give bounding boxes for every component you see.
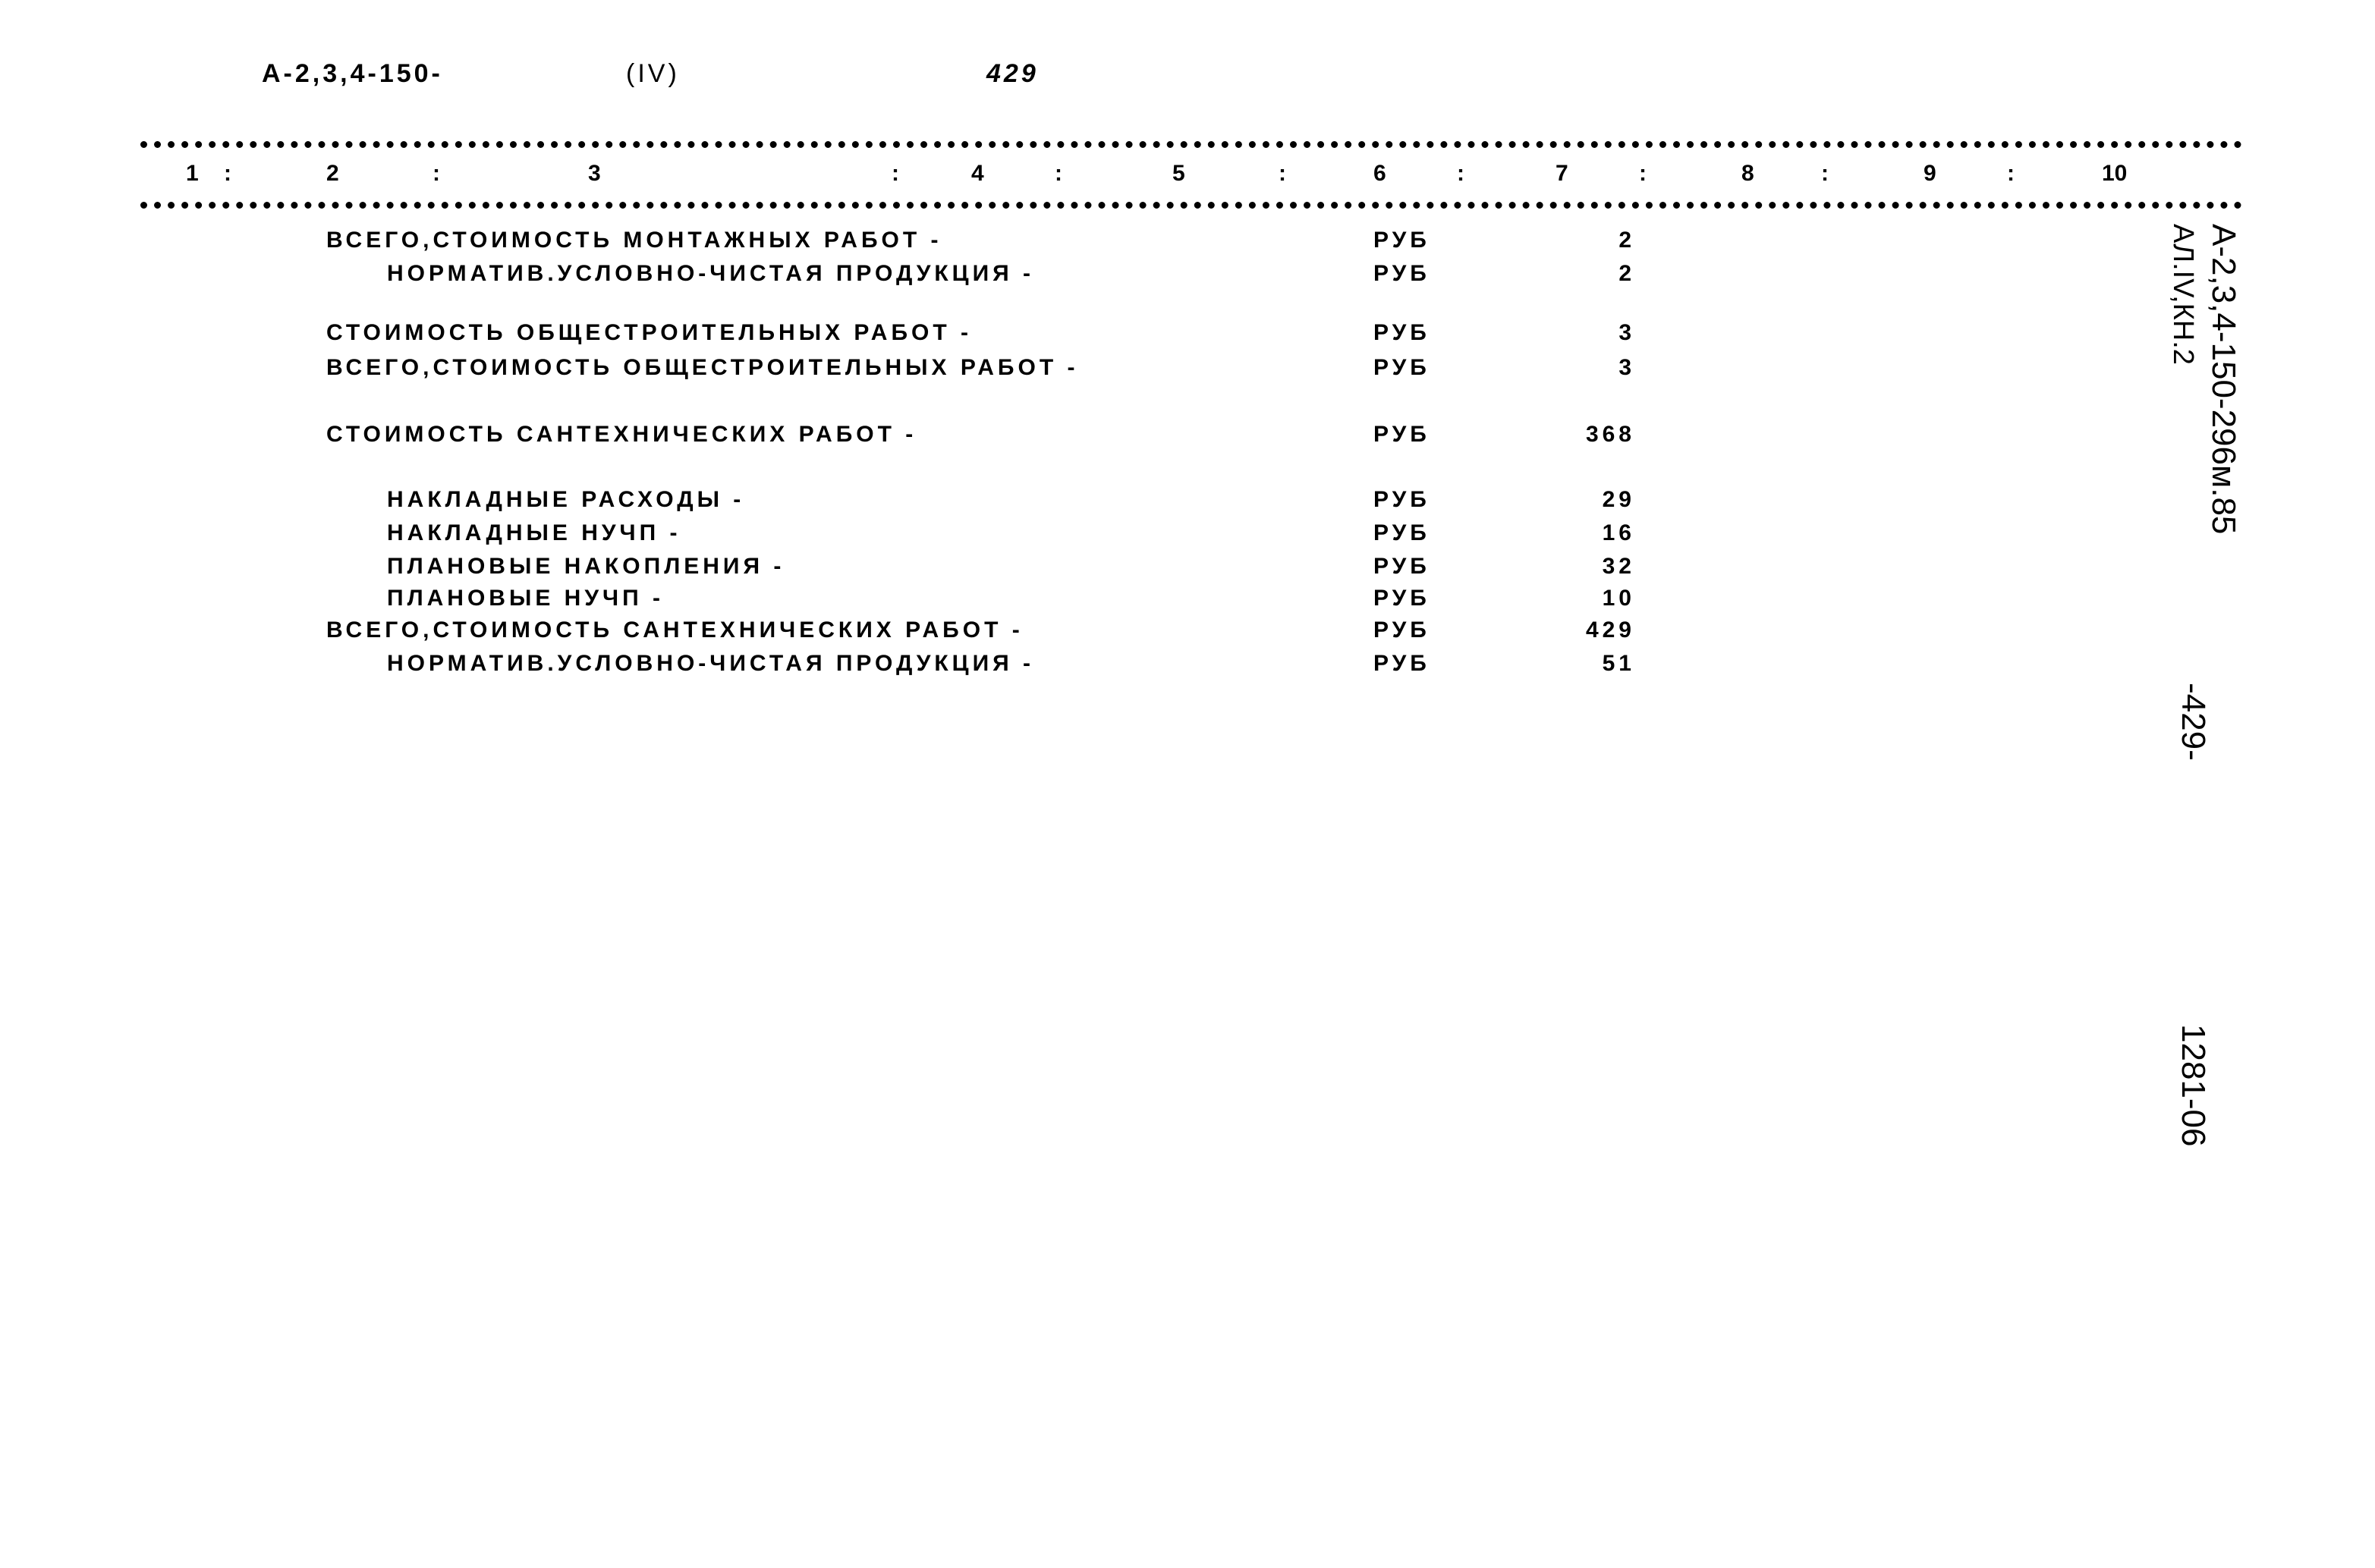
row-value: 2 <box>1618 228 1635 253</box>
column-number: 8 <box>1741 161 1754 186</box>
row-unit: РУБ <box>1373 520 1430 545</box>
row-unit: РУБ <box>1373 651 1430 676</box>
column-number: 1 <box>186 161 199 186</box>
row-value: 429 <box>1585 617 1635 643</box>
header-rule <box>140 202 2242 209</box>
row-value: 3 <box>1618 355 1635 380</box>
column-number: 3 <box>588 161 601 186</box>
row-label: СТОИМОСТЬ САНТЕХНИЧЕСКИХ РАБОТ - <box>326 422 917 447</box>
row-unit: РУБ <box>1373 586 1430 611</box>
row-label: ВСЕГО,СТОИМОСТЬ МОНТАЖНЫХ РАБОТ - <box>326 228 942 253</box>
document-code: А-2,3,4-150- <box>262 59 443 88</box>
margin-sheet: 1281-06 <box>2175 1024 2212 1147</box>
margin-page: -429- <box>2175 683 2212 761</box>
row-value: 51 <box>1602 651 1635 676</box>
top-rule <box>140 141 2242 148</box>
row-unit: РУБ <box>1373 554 1430 579</box>
row-label: ПЛАНОВЫЕ НУЧП - <box>387 586 664 611</box>
row-value: 16 <box>1602 520 1635 545</box>
margin-album: АЛ.IV,КН.2 <box>2167 224 2199 365</box>
column-number: 7 <box>1556 161 1568 186</box>
row-unit: РУБ <box>1373 261 1430 286</box>
row-value: 2 <box>1618 261 1635 286</box>
row-value: 368 <box>1585 422 1635 447</box>
row-unit: РУБ <box>1373 320 1430 345</box>
row-unit: РУБ <box>1373 355 1430 380</box>
margin-doc-code: А-2,3,4-150-296м.85 <box>2205 224 2242 535</box>
column-number: 10 <box>2102 161 2128 186</box>
row-value: 3 <box>1618 320 1635 345</box>
row-label: НАКЛАДНЫЕ РАСХОДЫ - <box>387 487 745 512</box>
column-number: 5 <box>1172 161 1185 186</box>
page-number: 429 <box>986 59 1039 88</box>
row-value: 10 <box>1602 586 1635 611</box>
row-unit: РУБ <box>1373 617 1430 643</box>
row-label: ВСЕГО,СТОИМОСТЬ САНТЕХНИЧЕСКИХ РАБОТ - <box>326 617 1024 643</box>
row-unit: РУБ <box>1373 228 1430 253</box>
row-label: НОРМАТИВ.УСЛОВНО-ЧИСТАЯ ПРОДУКЦИЯ - <box>387 261 1035 286</box>
row-value: 32 <box>1602 554 1635 579</box>
row-label: ПЛАНОВЫЕ НАКОПЛЕНИЯ - <box>387 554 785 579</box>
column-number: 2 <box>326 161 339 186</box>
column-number: 4 <box>971 161 984 186</box>
row-label: НОРМАТИВ.УСЛОВНО-ЧИСТАЯ ПРОДУКЦИЯ - <box>387 651 1035 676</box>
row-unit: РУБ <box>1373 422 1430 447</box>
row-label: НАКЛАДНЫЕ НУЧП - <box>387 520 681 545</box>
part-number: (IV) <box>626 59 680 88</box>
row-label: ВСЕГО,СТОИМОСТЬ ОБЩЕСТРОИТЕЛЬНЫХ РАБОТ - <box>326 355 1079 380</box>
row-value: 29 <box>1602 487 1635 512</box>
column-number: 6 <box>1373 161 1386 186</box>
column-number: 9 <box>1924 161 1936 186</box>
row-label: СТОИМОСТЬ ОБЩЕСТРОИТЕЛЬНЫХ РАБОТ - <box>326 320 973 345</box>
row-unit: РУБ <box>1373 487 1430 512</box>
